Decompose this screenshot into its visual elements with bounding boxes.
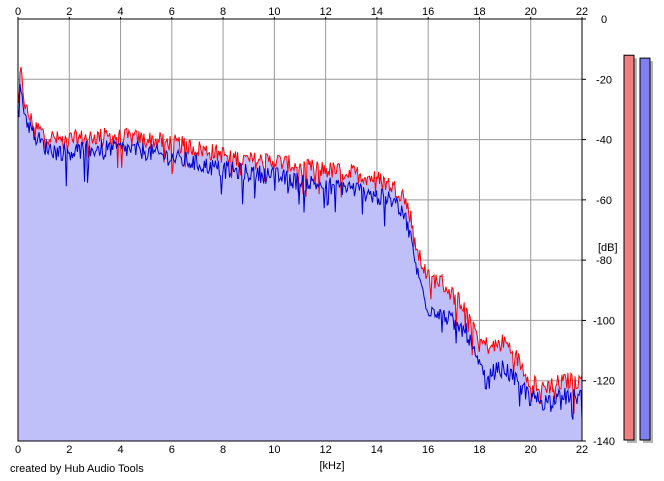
x-tick-labels-bottom: 0 2 4 6 8 10 12 14 16 18 20 22 [15, 444, 588, 456]
spectrum-fill [18, 66, 582, 442]
series-layer [17, 66, 583, 442]
x-tick-bottom-3: 6 [169, 444, 175, 456]
x-tick-bottom-6: 12 [320, 444, 332, 456]
x-tick-bottom-4: 8 [220, 444, 226, 456]
x-tick-top-3: 6 [169, 6, 175, 18]
level-meter-left [623, 54, 635, 441]
level-meters [623, 54, 653, 443]
y-tick-4: -80 [596, 255, 612, 267]
series-line-red [17, 66, 583, 414]
x-tick-top-9: 18 [473, 6, 485, 18]
x-tick-top-10: 20 [525, 6, 537, 18]
x-tick-labels-top: 0 2 4 6 8 10 12 14 16 18 20 22 [15, 6, 588, 19]
y-tick-2: -40 [596, 135, 612, 147]
level-meter-right [639, 57, 651, 441]
y-tick-labels: 0 -20 -40 -60 -80 -100 -120 -140 [582, 14, 615, 448]
y-tick-0: 0 [601, 14, 607, 26]
x-tick-bottom-9: 18 [473, 444, 485, 456]
x-tick-top-2: 4 [117, 6, 123, 18]
axes [17, 18, 583, 442]
x-tick-top-7: 14 [371, 6, 383, 18]
x-tick-top-11: 22 [576, 6, 588, 18]
x-tick-top-1: 2 [66, 6, 72, 18]
x-tick-bottom-0: 0 [15, 444, 21, 456]
x-tick-top-8: 16 [422, 6, 434, 18]
x-tick-bottom-5: 10 [268, 444, 280, 456]
x-tick-top-0: 0 [15, 6, 21, 18]
x-tick-top-5: 10 [268, 6, 280, 18]
x-axis-label: [kHz] [319, 460, 344, 472]
y-tick-3: -60 [596, 195, 612, 207]
x-tick-bottom-1: 2 [66, 444, 72, 456]
x-tick-bottom-2: 4 [117, 444, 123, 456]
x-tick-bottom-11: 22 [576, 444, 588, 456]
y-tick-6: -120 [593, 376, 615, 388]
x-tick-top-4: 8 [220, 6, 226, 18]
x-tick-bottom-10: 20 [525, 444, 537, 456]
x-tick-bottom-7: 14 [371, 444, 383, 456]
x-tick-bottom-8: 16 [422, 444, 434, 456]
y-tick-1: -20 [596, 74, 612, 86]
y-tick-5: -100 [593, 315, 615, 327]
series-line-blue [17, 83, 583, 421]
y-tick-7: -140 [593, 436, 615, 448]
x-tick-top-6: 12 [320, 6, 332, 18]
credit-text: created by Hub Audio Tools [10, 463, 144, 475]
plot-frame [17, 18, 583, 442]
y-axis-label: [dB] [598, 242, 618, 254]
